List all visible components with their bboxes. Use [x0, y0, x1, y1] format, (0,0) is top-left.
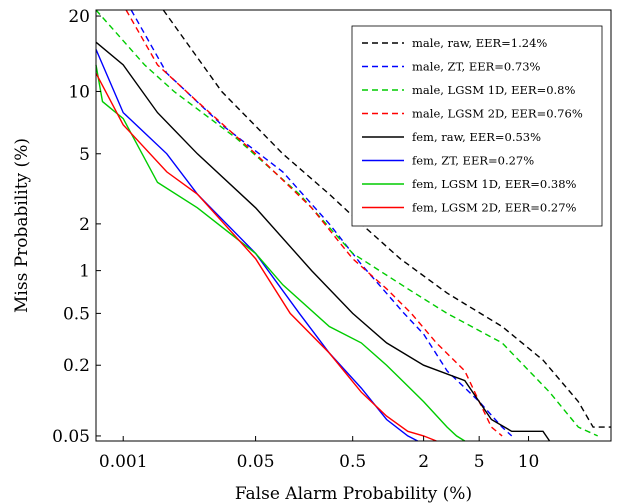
- legend-label-4: male, LGSM 2D, EER=0.76%: [412, 107, 583, 121]
- x-tick-label-4: 2: [418, 452, 429, 472]
- series-line-8: [95, 72, 437, 442]
- x-tick-label-1: 0.001: [99, 452, 148, 472]
- series-line-7: [95, 64, 466, 442]
- legend-label-3: male, LGSM 1D, EER=0.8%: [412, 83, 575, 97]
- y-tick-label-4: 2: [79, 215, 90, 235]
- y-tick-label-2: 10: [68, 82, 90, 102]
- legend-label-5: fem, raw, EER=0.53%: [412, 130, 541, 144]
- legend-label-7: fem, LGSM 1D, EER=0.38%: [412, 177, 577, 191]
- y-tick-label-7: 0.2: [63, 356, 90, 376]
- legend-box: [351, 25, 603, 227]
- x-tick-label-2: 0.05: [237, 452, 275, 472]
- tick-layer: 0.001 0.05 0.5 2 5 10 20 10 5 2 1 0.5 0.2 0.05: [52, 7, 539, 472]
- y-tick-label-3: 5: [79, 145, 90, 165]
- x-axis-label: False Alarm Probability (%): [235, 484, 472, 504]
- x-tick-label-6: 10: [518, 452, 540, 472]
- legend-label-2: male, ZT, EER=0.73%: [412, 60, 541, 74]
- x-tick-label-3: 0.5: [339, 452, 366, 472]
- series-line-6: [95, 49, 419, 442]
- legend: male, raw, EER=1.24% male, ZT, EER=0.73% m…: [351, 25, 603, 227]
- legend-label-1: male, raw, EER=1.24%: [412, 36, 547, 50]
- y-tick-label-8: 0.05: [52, 427, 90, 447]
- series-layer: [95, 9, 611, 442]
- plot-frame: [95, 9, 612, 442]
- y-tick-label-6: 0.5: [63, 304, 90, 324]
- legend-label-8: fem, LGSM 2D, EER=0.27%: [412, 201, 577, 215]
- y-tick-label-1: 20: [68, 7, 90, 27]
- series-line-2: [130, 9, 513, 437]
- y-tick-label-5: 1: [79, 262, 90, 282]
- series-line-5: [95, 41, 551, 442]
- series-line-1: [162, 9, 611, 428]
- series-line-3: [95, 9, 598, 437]
- x-tick-label-5: 5: [474, 452, 485, 472]
- y-axis-label: Miss Probability (%): [12, 138, 32, 313]
- legend-label-6: fem, ZT, EER=0.27%: [412, 154, 534, 168]
